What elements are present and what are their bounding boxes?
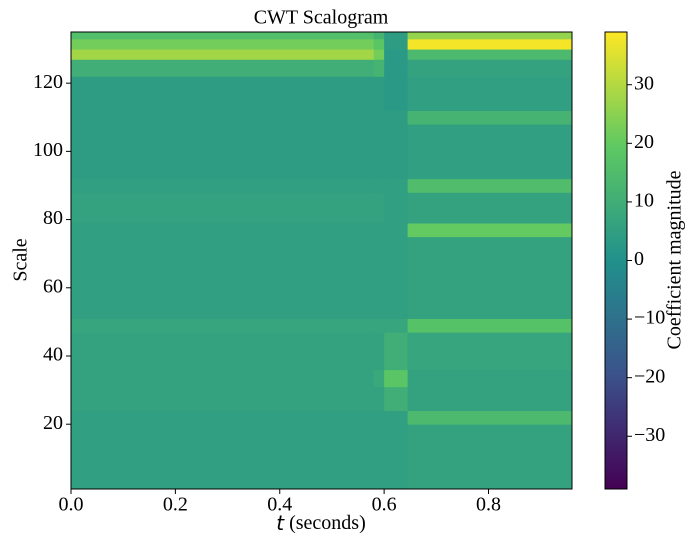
heatmap-cell — [384, 192, 409, 224]
heatmap-cell — [407, 32, 573, 40]
y-tick-label: 80 — [43, 207, 63, 229]
heatmap-cell — [384, 318, 409, 333]
colorbar-tick-label: −30 — [634, 424, 665, 446]
x-axis-label: t (seconds) — [276, 511, 365, 535]
heatmap-cell — [373, 76, 385, 111]
heatmap-cell — [71, 32, 375, 40]
heatmap-cell — [384, 32, 409, 40]
heatmap-cell — [407, 369, 573, 388]
heatmap-cell — [373, 32, 385, 40]
heatmap-cell — [373, 124, 385, 180]
heatmap-cell — [384, 424, 409, 490]
colorbar-label: Coefficient magnitude — [664, 170, 686, 349]
heatmap-cell — [384, 332, 409, 371]
x-tick-label: 0.2 — [163, 494, 188, 516]
heatmap-cell — [407, 318, 573, 333]
x-axis-unit: (seconds) — [289, 512, 366, 534]
heatmap-cell — [373, 318, 385, 333]
heatmap-cell — [407, 49, 573, 60]
heatmap-cell — [71, 49, 375, 60]
heatmap-cell — [71, 386, 375, 412]
y-tick-label: 100 — [33, 139, 63, 161]
heatmap-cell — [373, 49, 385, 60]
colorbar-tick-label: 0 — [634, 248, 644, 270]
x-axis-variable: t — [276, 511, 285, 535]
heatmap-cell — [384, 124, 409, 180]
heatmap-cell — [373, 38, 385, 50]
heatmap-cell — [71, 178, 375, 193]
heatmap-cell — [71, 124, 375, 180]
colorbar-tick-label: 20 — [634, 131, 654, 153]
heatmap-cell — [384, 110, 409, 125]
heatmap-cell — [384, 410, 409, 425]
heatmap-cell — [407, 222, 573, 238]
heatmap-cell — [373, 192, 385, 224]
heatmap-cell — [407, 424, 573, 490]
y-tick-label: 60 — [43, 275, 63, 297]
heatmap-cell — [71, 76, 375, 111]
heatmap-cell — [407, 386, 573, 412]
heatmap-cell — [71, 410, 375, 425]
heatmap-cell — [384, 236, 409, 319]
heatmap-cell — [373, 424, 385, 490]
y-tick-label: 120 — [33, 71, 63, 93]
x-tick-label: 0.0 — [59, 494, 84, 516]
heatmap-cell — [373, 332, 385, 371]
heatmap-cell — [71, 369, 375, 388]
heatmap-cell — [373, 178, 385, 193]
heatmap-cell — [384, 222, 409, 238]
heatmap-cell — [373, 369, 385, 388]
colorbar-tick-label: 10 — [634, 190, 654, 212]
colorbar-tick-label: −10 — [634, 307, 665, 329]
heatmap-cell — [407, 76, 573, 111]
colorbar-tick-label: −20 — [634, 365, 665, 387]
colorbar-tick-label: 30 — [634, 72, 654, 94]
heatmap-cell — [407, 236, 573, 319]
x-tick-label: 0.4 — [267, 494, 292, 516]
heatmap-cell — [407, 38, 573, 50]
plot-frame — [70, 31, 573, 490]
heatmap-cell — [407, 178, 573, 193]
heatmap-cell — [384, 38, 409, 50]
heatmap-cell — [373, 110, 385, 125]
heatmap-cell — [71, 110, 375, 125]
chart-title: CWT Scalogram — [254, 7, 389, 29]
heatmap-cell — [407, 110, 573, 125]
heatmap-cell — [384, 178, 409, 193]
colorbar — [604, 31, 628, 490]
heatmap-cell — [407, 124, 573, 180]
heatmap-cell — [71, 38, 375, 50]
heatmap-cell — [407, 59, 573, 77]
heatmap-cell — [384, 59, 409, 77]
heatmap-cell — [373, 236, 385, 319]
heatmap-cell — [373, 59, 385, 77]
heatmap-cell — [407, 410, 573, 425]
heatmap-cell — [384, 76, 409, 111]
heatmap-cell — [373, 386, 385, 412]
heatmap-cell — [384, 369, 409, 388]
heatmap-cell — [407, 192, 573, 224]
heatmap-cell — [71, 236, 375, 319]
heatmap-cell — [384, 49, 409, 60]
y-axis-label: Scale — [10, 238, 32, 281]
heatmap-cell — [373, 222, 385, 238]
heatmap-cell — [71, 222, 375, 238]
x-tick-label: 0.8 — [476, 494, 501, 516]
heatmap-cell — [71, 332, 375, 371]
heatmap-cell — [71, 424, 375, 490]
y-tick-label: 20 — [43, 412, 63, 434]
heatmap-cell — [71, 318, 375, 333]
heatmap-cell — [373, 410, 385, 425]
x-tick-label: 0.6 — [372, 494, 397, 516]
y-tick-label: 40 — [43, 344, 63, 366]
heatmap-cell — [71, 59, 375, 77]
heatmap-cell — [407, 332, 573, 371]
heatmap-cell — [384, 386, 409, 412]
heatmap-cell — [71, 192, 375, 224]
